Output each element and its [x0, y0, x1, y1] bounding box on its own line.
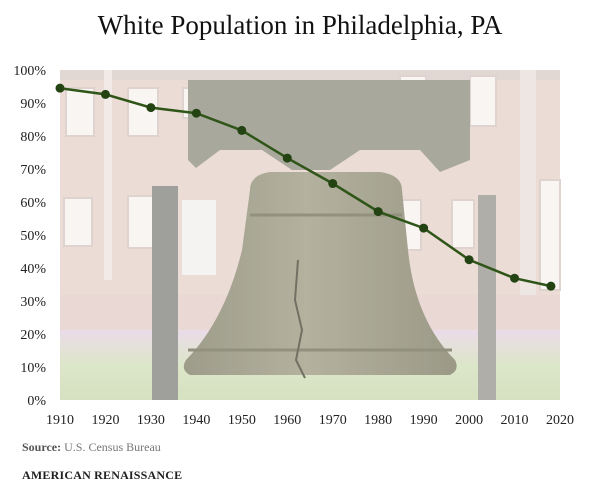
y-tick-label: 10% — [20, 361, 46, 376]
data-point — [191, 108, 201, 118]
background-photo — [60, 70, 561, 400]
data-point — [100, 89, 110, 99]
data-point — [146, 103, 156, 113]
y-tick-label: 50% — [20, 229, 46, 244]
x-tick-label: 1940 — [182, 413, 210, 428]
series-line — [59, 86, 552, 288]
x-tick-label: 1960 — [273, 413, 301, 428]
x-tick-label: 1990 — [410, 413, 438, 428]
data-point — [464, 255, 474, 265]
data-point — [55, 83, 65, 93]
x-tick-label: 1950 — [228, 413, 256, 428]
y-tick-label: 20% — [20, 328, 46, 343]
x-tick-label: 2020 — [546, 413, 574, 428]
y-tick-label: 60% — [20, 196, 46, 211]
source-label: Source: — [22, 440, 62, 454]
brand-name: AMERICAN RENAISSANCE — [22, 468, 183, 482]
y-tick-label: 80% — [20, 130, 46, 145]
data-point — [282, 153, 292, 163]
x-tick-label: 1910 — [46, 413, 74, 428]
x-axis: 1910 1920 1930 1940 1950 1960 1970 1980 1990 2000… — [46, 413, 574, 428]
y-tick-label: 100% — [13, 64, 46, 79]
x-tick-label: 1970 — [319, 413, 347, 428]
data-point — [546, 281, 556, 291]
x-tick-label: 1980 — [364, 413, 392, 428]
y-tick-label: 90% — [20, 97, 46, 112]
data-point — [328, 179, 338, 189]
x-tick-label: 1920 — [91, 413, 119, 428]
source-note: Source: U.S. Census Bureau — [22, 440, 161, 455]
source-text: U.S. Census Bureau — [64, 440, 161, 454]
y-tick-label: 0% — [27, 394, 46, 409]
x-tick-label: 1930 — [137, 413, 165, 428]
chart-title: White Population in Philadelphia, PA — [97, 10, 503, 40]
y-tick-label: 40% — [20, 262, 46, 277]
data-point — [510, 273, 520, 283]
data-point — [419, 223, 429, 233]
data-point — [237, 125, 247, 135]
y-tick-label: 70% — [20, 163, 46, 178]
y-axis: 0% 10% 20% 30% 40% 50% 60% 70% 80% 90% 100% — [13, 64, 46, 409]
data-point — [373, 207, 383, 217]
x-tick-label: 2000 — [455, 413, 483, 428]
x-tick-label: 2010 — [501, 413, 529, 428]
y-tick-label: 30% — [20, 295, 46, 310]
plot-area — [55, 83, 556, 291]
